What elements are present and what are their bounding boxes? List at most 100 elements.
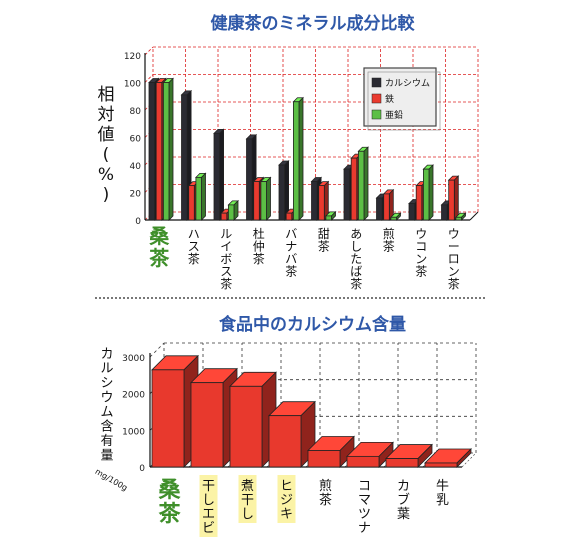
x-category-label: 牛乳 (436, 479, 449, 508)
svg-text:シ: シ (100, 376, 113, 391)
bar-zinc (422, 164, 434, 221)
y-tick-label: 60 (130, 135, 142, 145)
x-label-highlight: 桑茶 (158, 478, 181, 527)
svg-text:ン: ン (448, 265, 460, 279)
svg-text:ウ: ウ (448, 227, 460, 241)
svg-text:ル: ル (100, 362, 113, 377)
svg-text:相: 相 (98, 85, 115, 105)
bar-calcium-content (268, 400, 316, 468)
x-category-label: 煎茶 (319, 478, 332, 508)
bar-calcium-content (424, 448, 472, 468)
label-highlight-box (238, 475, 257, 523)
bar-zinc (227, 199, 239, 221)
svg-text:対: 対 (98, 105, 115, 125)
legend-label: カルシウム (385, 78, 430, 89)
svg-text:ば: ば (350, 265, 362, 279)
svg-text:量: 量 (100, 449, 113, 464)
legend-label: 亜鉛 (385, 109, 403, 121)
svg-text:ウ: ウ (100, 391, 113, 406)
mineral-comparison-chart: 020406080100120相対値(%)桑茶ハス茶ルイボス茶杜仲茶バナバ茶甜茶… (98, 46, 479, 291)
legend-swatch (371, 109, 382, 120)
svg-text:バ: バ (285, 252, 297, 266)
svg-text:ブ: ブ (397, 492, 410, 508)
svg-text:ビ: ビ (202, 521, 215, 536)
svg-text:茶: 茶 (220, 276, 232, 291)
bar-calcium-content (385, 443, 433, 468)
svg-text:茶: 茶 (448, 276, 460, 291)
bar-zinc (454, 212, 467, 221)
svg-text:牛: 牛 (436, 479, 449, 494)
svg-text:バ: バ (285, 227, 297, 241)
svg-text:エ: エ (202, 507, 215, 522)
y-axis-label: 相対値(%) (98, 85, 115, 205)
bar-iron (447, 175, 460, 221)
y-axis-unit: mg/100g (93, 467, 129, 493)
svg-text:): ) (103, 185, 110, 205)
svg-text:乳: 乳 (436, 493, 449, 508)
x-category-label: ハス茶 (188, 227, 200, 266)
svg-text:マ: マ (358, 493, 371, 508)
svg-text:ナ: ナ (285, 240, 297, 254)
svg-text:ル: ル (220, 227, 232, 241)
svg-text:イ: イ (220, 240, 232, 254)
svg-text:ウ: ウ (415, 227, 427, 241)
svg-text:煎: 煎 (319, 478, 332, 494)
y-tick-label: 2000 (122, 391, 145, 401)
svg-text:キ: キ (280, 507, 293, 522)
svg-text:%: % (98, 165, 114, 185)
bar-iron (317, 180, 330, 221)
svg-text:茶: 茶 (158, 502, 181, 527)
y-tick-label: 20 (130, 190, 142, 200)
svg-text:コ: コ (415, 240, 427, 254)
bar-zinc (292, 96, 304, 221)
svg-text:仲: 仲 (253, 240, 265, 254)
svg-text:茶: 茶 (415, 264, 427, 279)
bar-calcium-content (346, 441, 394, 468)
svg-text:し: し (202, 493, 215, 508)
y-tick-label: 3000 (122, 354, 145, 364)
bar-zinc (162, 77, 174, 221)
svg-text:杜: 杜 (253, 226, 265, 241)
svg-text:茶: 茶 (188, 251, 200, 266)
svg-text:カ: カ (397, 479, 410, 494)
x-label-highlight: 桑茶 (149, 224, 170, 270)
x-category-label: カブ葉 (397, 479, 410, 522)
legend-swatch (371, 77, 382, 88)
svg-text:ジ: ジ (280, 493, 293, 508)
bar-zinc (259, 176, 272, 221)
x-category-label: 甜茶 (318, 227, 330, 254)
svg-text:含: 含 (100, 419, 113, 435)
svg-text:甜: 甜 (318, 227, 330, 241)
bar-calcium (278, 160, 290, 221)
svg-text:ツ: ツ (358, 507, 371, 522)
svg-text:ス: ス (220, 265, 232, 279)
y-tick-label: 120 (124, 52, 141, 62)
svg-text:茶: 茶 (319, 492, 332, 508)
label-highlight-box (199, 475, 218, 537)
svg-text:ナ: ナ (358, 521, 371, 536)
bar-calcium (213, 128, 225, 221)
svg-text:茶: 茶 (350, 276, 362, 291)
label-highlight-box (277, 475, 296, 523)
bar-zinc (389, 212, 402, 221)
y-tick-label: 40 (130, 162, 142, 172)
bar-zinc (324, 210, 337, 221)
svg-text:ス: ス (188, 240, 200, 254)
x-category-label: ヒジキ (280, 479, 293, 522)
svg-text:た: た (350, 252, 362, 266)
svg-text:コ: コ (358, 479, 371, 494)
x-axis-depth (469, 211, 479, 221)
svg-text:茶: 茶 (285, 264, 297, 279)
svg-text:桑: 桑 (149, 224, 170, 248)
y-tick-label: 0 (139, 464, 145, 474)
svg-text:煎: 煎 (383, 226, 395, 241)
chart-title-bottom: 食品中のカルシウム含量 (219, 315, 406, 335)
